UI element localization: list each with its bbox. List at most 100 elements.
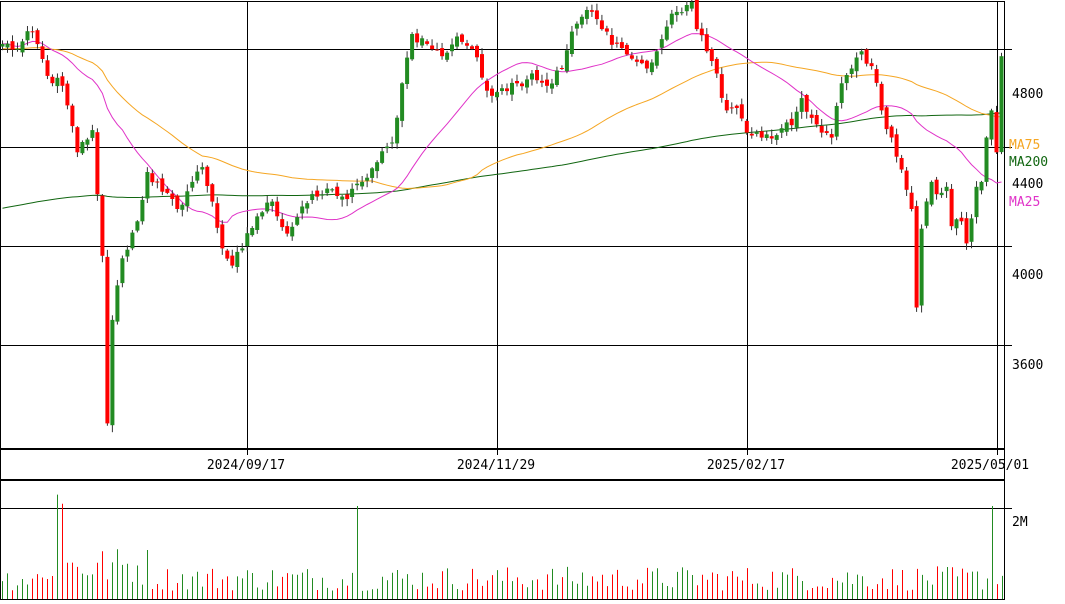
candle-142: [709, 47, 714, 67]
candle-172: [859, 48, 864, 61]
candle-40: [200, 162, 205, 175]
candle-body-7: [35, 30, 40, 45]
candle-body-69: [345, 194, 350, 200]
candle-42: [210, 183, 215, 207]
candle-body-198: [989, 110, 994, 140]
candle-body-60: [300, 206, 305, 214]
candle-171: [854, 52, 859, 78]
candle-67: [335, 182, 340, 199]
candle-13: [65, 80, 70, 110]
candle-body-93: [465, 43, 469, 46]
candle-body-131: [654, 51, 659, 66]
candle-body-134: [669, 13, 674, 25]
candle-152: [759, 126, 764, 142]
candle-85: [425, 39, 430, 46]
candle-149: [744, 118, 749, 135]
candle-body-32: [160, 178, 165, 192]
candle-body-185: [924, 201, 929, 226]
candle-body-17: [85, 139, 90, 145]
candle-body-74: [370, 168, 375, 178]
candle-9: [45, 55, 50, 80]
candle-160: [799, 91, 804, 119]
candle-body-44: [220, 224, 225, 249]
candle-body-151: [754, 132, 759, 134]
candle-183: [914, 200, 919, 312]
candle-54: [270, 199, 275, 212]
candle-99: [495, 90, 499, 101]
candle-113: [564, 44, 569, 74]
y-tick-label-4000: 4000: [1012, 268, 1043, 283]
candle-body-43: [215, 203, 220, 228]
candle-body-130: [649, 62, 654, 73]
candle-70: [350, 183, 355, 204]
candle-96: [480, 48, 484, 80]
candle-body-24: [120, 258, 125, 284]
candle-body-9: [45, 60, 50, 76]
candle-body-150: [749, 133, 754, 136]
candle-body-42: [210, 184, 215, 202]
candle-50: [250, 226, 255, 237]
candle-body-4: [20, 41, 25, 53]
candle-body-196: [979, 181, 984, 191]
candle-body-48: [240, 248, 245, 251]
candle-78: [390, 136, 395, 149]
candle-body-97: [485, 80, 489, 91]
candle-body-155: [774, 135, 779, 140]
candle-body-22: [110, 319, 115, 426]
candle-body-58: [290, 226, 295, 237]
candle-body-135: [674, 11, 679, 16]
candle-139: [694, 0, 699, 32]
candle-21: [105, 249, 110, 426]
candle-145: [724, 93, 729, 114]
candle-8: [40, 41, 45, 63]
candle-90: [450, 38, 454, 57]
candle-body-61: [305, 203, 310, 209]
candle-20: [100, 194, 105, 263]
candle-18: [90, 124, 95, 142]
candle-body-3: [15, 48, 20, 50]
candle-38: [190, 176, 195, 192]
candle-body-55: [275, 201, 280, 217]
candle-135: [674, 5, 679, 22]
candle-body-159: [794, 111, 799, 128]
candle-body-157: [784, 122, 789, 132]
date-axis-frame: [0, 449, 1005, 480]
candle-75: [375, 160, 380, 179]
candle-body-116: [579, 16, 584, 25]
candle-body-100: [500, 88, 504, 91]
candle-body-46: [230, 255, 235, 266]
candle-196: [979, 180, 984, 195]
candle-body-174: [869, 63, 874, 67]
candle-body-169: [844, 75, 849, 84]
candle-57: [285, 221, 290, 237]
candle-44: [220, 220, 225, 255]
candle-body-156: [779, 128, 784, 133]
candle-body-59: [295, 217, 300, 225]
candle-body-64: [320, 194, 325, 196]
candle-15: [75, 126, 80, 158]
candle-body-29: [145, 172, 150, 199]
candle-66: [330, 187, 335, 193]
candle-body-119: [594, 10, 599, 20]
candle-80: [400, 82, 405, 128]
candle-body-11: [55, 77, 60, 87]
candle-43: [215, 197, 220, 234]
candle-169: [844, 73, 849, 91]
candle-body-107: [535, 70, 539, 81]
candle-29: [145, 167, 150, 204]
candle-186: [929, 180, 934, 207]
candle-body-51: [255, 216, 260, 230]
candle-175: [874, 64, 879, 87]
candle-body-175: [874, 69, 879, 83]
candle-3: [15, 42, 20, 52]
candle-87: [435, 42, 440, 51]
candle-56: [280, 213, 285, 231]
candle-body-115: [574, 23, 579, 29]
candle-body-76: [380, 151, 385, 163]
candle-68: [340, 195, 345, 207]
candle-112: [559, 65, 564, 70]
candle-body-118: [589, 10, 594, 12]
candle-153: [764, 130, 769, 141]
candle-62: [310, 190, 315, 204]
candle-body-173: [864, 49, 869, 64]
